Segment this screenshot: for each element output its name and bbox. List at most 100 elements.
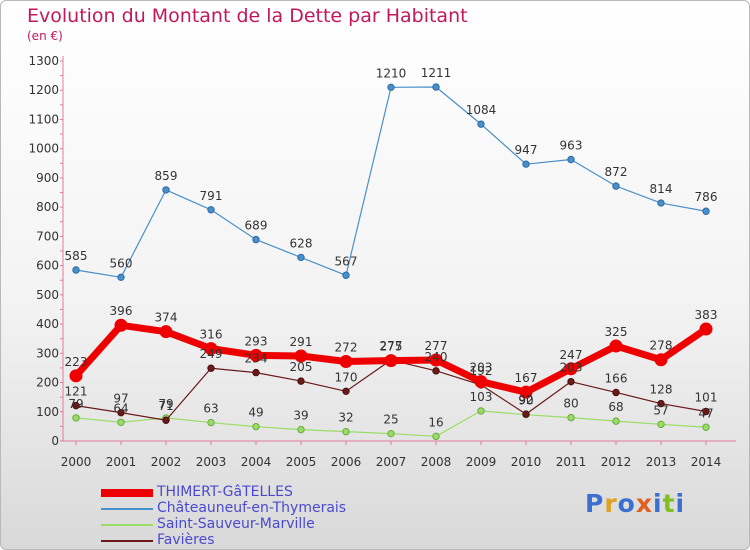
x-tick-label: 2010 (511, 455, 542, 469)
data-point (72, 401, 80, 410)
data-label: 1084 (466, 103, 497, 117)
data-label: 170 (335, 370, 358, 384)
data-point (477, 120, 485, 128)
legend-swatch (101, 508, 153, 510)
logo-letter: x (635, 489, 653, 518)
x-tick-label: 2002 (151, 455, 182, 469)
data-point (297, 377, 305, 385)
data-point (567, 377, 575, 386)
data-point (612, 388, 620, 397)
legend-label: THIMERT-GâTELLES (157, 484, 293, 500)
data-label: 103 (470, 390, 493, 404)
proxiti-logo: Proxiti (585, 489, 685, 518)
data-point (342, 387, 350, 396)
data-label: 791 (200, 189, 223, 203)
data-label: 325 (605, 325, 628, 339)
data-point (432, 367, 440, 375)
x-tick-label: 2004 (241, 455, 272, 469)
x-tick-label: 2006 (331, 455, 362, 469)
data-label: 628 (290, 236, 313, 250)
y-tick-label: 200 (36, 376, 59, 390)
data-label: 275 (380, 340, 403, 354)
data-label: 947 (515, 143, 538, 157)
data-label: 1211 (421, 66, 452, 80)
data-label: 278 (650, 339, 673, 353)
data-point (387, 83, 395, 92)
data-point (252, 422, 260, 431)
data-point (699, 322, 713, 336)
data-label: 47 (698, 406, 713, 420)
data-point (612, 182, 620, 190)
data-label: 25 (383, 413, 398, 427)
data-label: 57 (653, 403, 668, 417)
x-tick-label: 2009 (466, 455, 497, 469)
chart-series (69, 83, 713, 441)
data-label: 963 (560, 139, 583, 153)
data-label: 293 (245, 334, 268, 348)
logo-letter: r (604, 489, 618, 518)
data-label: 79 (158, 397, 173, 411)
y-tick-label: 500 (36, 288, 59, 302)
data-label: 872 (605, 165, 628, 179)
x-axis-ticks: 2000 2001 2002 2003 2004 2005 2006 2007 2008 2009… (61, 441, 722, 469)
data-label: 90 (518, 394, 533, 408)
legend-swatch (101, 489, 153, 497)
y-axis-ticks: 0 100 200 300 400 500 600 700 800 900 1000 1100 1200… (28, 54, 59, 448)
chart-axes (60, 56, 736, 442)
data-point (162, 416, 170, 424)
data-point (702, 423, 710, 431)
data-label: 234 (245, 352, 268, 366)
data-point (564, 362, 578, 376)
data-label: 64 (113, 401, 128, 415)
legend-swatch (101, 524, 153, 526)
data-label: 291 (290, 335, 313, 349)
data-point (522, 410, 530, 418)
x-tick-label: 2011 (556, 455, 587, 469)
x-tick-label: 2012 (601, 455, 632, 469)
data-point (654, 353, 668, 367)
data-label: 383 (695, 308, 718, 322)
x-tick-label: 2014 (691, 455, 722, 469)
data-label: 277 (425, 339, 448, 353)
x-tick-label: 2007 (376, 455, 407, 469)
data-label: 63 (203, 402, 218, 416)
data-point (612, 417, 620, 425)
data-label: 786 (695, 190, 718, 204)
data-point (69, 369, 83, 383)
x-tick-label: 2001 (106, 455, 137, 469)
data-label: 92 (518, 393, 533, 407)
y-tick-label: 1100 (28, 112, 59, 126)
data-point (522, 160, 530, 168)
data-label: 240 (425, 350, 448, 364)
data-label: 167 (515, 371, 538, 385)
x-tick-label: 2013 (646, 455, 677, 469)
data-label: 585 (65, 249, 88, 263)
data-label: 71 (158, 399, 173, 413)
data-label: 1210 (376, 66, 407, 80)
data-point (207, 206, 215, 214)
data-point (702, 407, 710, 416)
data-label: 39 (293, 409, 308, 423)
data-point (609, 339, 623, 353)
data-point (162, 186, 170, 194)
data-label: 247 (560, 348, 583, 362)
data-point (114, 318, 128, 332)
data-point (117, 273, 125, 282)
data-label: 101 (695, 390, 718, 404)
data-point (432, 432, 440, 441)
data-point (72, 414, 80, 422)
data-point (249, 348, 263, 362)
data-point (297, 253, 305, 262)
data-label: 203 (470, 361, 493, 375)
y-tick-label: 600 (36, 259, 59, 273)
data-point (207, 418, 215, 427)
data-point (159, 325, 173, 339)
x-tick-label: 2003 (196, 455, 227, 469)
data-label: 80 (563, 397, 578, 411)
data-labels: 585 560 859 791 689 628 567 1210 1211 1084 947 963 8… (65, 66, 718, 429)
logo-letter: i (675, 489, 686, 518)
data-point (342, 427, 350, 436)
logo-letter: o (617, 489, 636, 518)
